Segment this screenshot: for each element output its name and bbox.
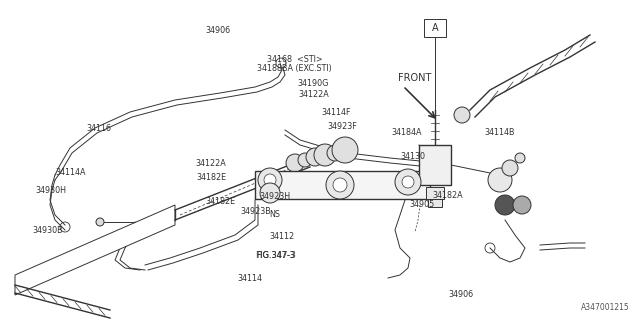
Circle shape bbox=[454, 107, 470, 123]
Text: 34182E: 34182E bbox=[196, 173, 227, 182]
Text: 34930B: 34930B bbox=[33, 226, 63, 235]
Text: FIG.347-3: FIG.347-3 bbox=[255, 252, 296, 260]
Text: 34112: 34112 bbox=[269, 232, 294, 241]
Circle shape bbox=[515, 153, 525, 163]
Text: 34923F: 34923F bbox=[328, 122, 357, 131]
Text: 34906: 34906 bbox=[205, 26, 230, 35]
Text: 34923H: 34923H bbox=[260, 192, 291, 201]
Text: 34184A: 34184A bbox=[391, 128, 422, 137]
Circle shape bbox=[333, 178, 347, 192]
Text: 34116: 34116 bbox=[86, 124, 112, 132]
Text: 34114F: 34114F bbox=[321, 108, 351, 116]
Circle shape bbox=[96, 218, 104, 226]
Text: 34182A: 34182A bbox=[433, 191, 463, 200]
Bar bbox=[428, 199, 442, 207]
Circle shape bbox=[264, 174, 276, 186]
Text: 34190G: 34190G bbox=[298, 79, 330, 88]
Text: 34906: 34906 bbox=[448, 290, 474, 299]
Text: 34930H: 34930H bbox=[36, 186, 67, 195]
Text: A347001215: A347001215 bbox=[581, 303, 630, 312]
Text: 34168  <STI>: 34168 <STI> bbox=[267, 55, 322, 64]
Text: 34923B: 34923B bbox=[241, 207, 271, 216]
Text: 34114: 34114 bbox=[237, 274, 262, 283]
Circle shape bbox=[488, 168, 512, 192]
Circle shape bbox=[258, 168, 282, 192]
Circle shape bbox=[395, 169, 421, 195]
Bar bbox=[426, 187, 444, 199]
Circle shape bbox=[298, 153, 312, 167]
Bar bbox=[255, 171, 430, 199]
Circle shape bbox=[513, 196, 531, 214]
Circle shape bbox=[332, 137, 358, 163]
Circle shape bbox=[314, 144, 336, 166]
Text: 34114B: 34114B bbox=[484, 128, 515, 137]
Text: 34182E: 34182E bbox=[205, 197, 236, 206]
Circle shape bbox=[306, 148, 324, 166]
Text: 34122A: 34122A bbox=[298, 90, 329, 99]
Circle shape bbox=[326, 171, 354, 199]
Circle shape bbox=[327, 145, 343, 161]
Bar bbox=[419, 145, 451, 185]
Polygon shape bbox=[15, 205, 175, 295]
Text: FRONT: FRONT bbox=[398, 73, 431, 83]
Text: NS: NS bbox=[269, 210, 281, 219]
Circle shape bbox=[260, 183, 280, 203]
Text: 34114A: 34114A bbox=[55, 168, 86, 177]
Circle shape bbox=[495, 195, 515, 215]
Circle shape bbox=[402, 176, 414, 188]
Text: 34188BA (EXC.STI): 34188BA (EXC.STI) bbox=[257, 64, 332, 73]
Text: A: A bbox=[432, 23, 438, 33]
Text: 34905: 34905 bbox=[410, 200, 435, 209]
Text: FIG.347-3: FIG.347-3 bbox=[256, 252, 294, 260]
Text: 34122A: 34122A bbox=[196, 159, 227, 168]
Circle shape bbox=[286, 154, 304, 172]
Circle shape bbox=[502, 160, 518, 176]
Text: 34130: 34130 bbox=[400, 152, 426, 161]
Bar bbox=[424, 19, 446, 37]
